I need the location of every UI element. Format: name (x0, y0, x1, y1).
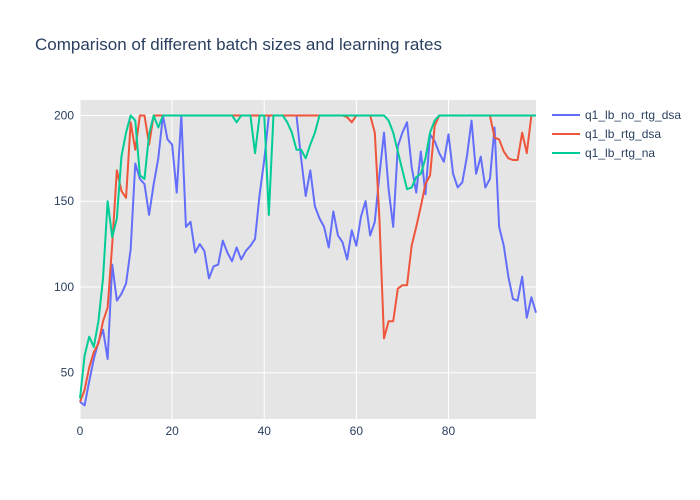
x-tick-label: 40 (258, 424, 272, 438)
legend[interactable]: q1_lb_no_rtg_dsa q1_lb_rtg_dsa q1_lb_rtg_n… (552, 108, 681, 160)
x-axis: 0 20 40 60 80 (77, 424, 456, 438)
x-tick-label: 0 (77, 424, 84, 438)
legend-item-q1_lb_rtg_dsa[interactable]: q1_lb_rtg_dsa (552, 127, 661, 141)
y-tick-label: 150 (54, 194, 74, 208)
legend-label: q1_lb_rtg_na (585, 146, 655, 160)
x-tick-label: 20 (165, 424, 179, 438)
legend-item-q1_lb_rtg_na[interactable]: q1_lb_rtg_na (552, 146, 655, 160)
y-tick-label: 100 (54, 280, 74, 294)
y-tick-label: 50 (61, 366, 75, 380)
series-lines (79, 114, 537, 407)
legend-item-q1_lb_no_rtg_dsa[interactable]: q1_lb_no_rtg_dsa (552, 108, 681, 122)
y-axis: 50 100 150 200 (54, 108, 74, 379)
x-tick-label: 60 (350, 424, 364, 438)
series-line-q1_lb_no_rtg_dsa (79, 114, 537, 407)
y-tick-label: 200 (54, 108, 74, 122)
series-line-q1_lb_rtg_na (79, 114, 536, 399)
x-tick-label: 80 (442, 424, 456, 438)
chart-title: Comparison of different batch sizes and … (35, 35, 442, 54)
legend-label: q1_lb_no_rtg_dsa (585, 108, 681, 122)
legend-label: q1_lb_rtg_dsa (585, 127, 661, 141)
